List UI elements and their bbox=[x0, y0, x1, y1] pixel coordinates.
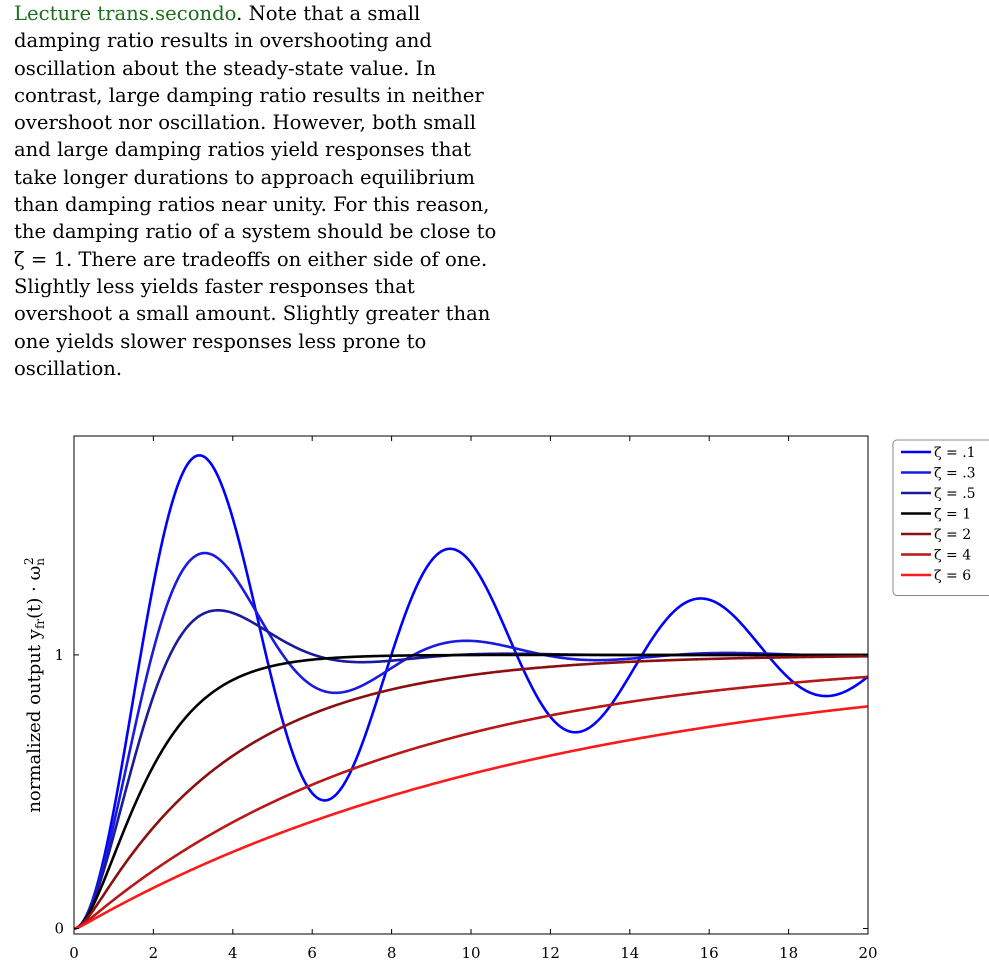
paragraph-line: take longer durations to approach equili… bbox=[14, 165, 475, 189]
series-line bbox=[74, 705, 868, 930]
legend-label: ζ = .5 bbox=[934, 486, 976, 502]
paragraph-line: than damping ratios near unity. For this… bbox=[14, 193, 490, 217]
axes: 0 2 4 6 8 10 12 14 16 18 20 0 1 normalized output yfr… bbox=[22, 435, 878, 962]
lecture-link[interactable]: Lecture trans.secondo bbox=[14, 2, 237, 25]
x-tick-label: 10 bbox=[461, 944, 480, 962]
legend-label: ζ = 4 bbox=[934, 548, 971, 564]
x-tick-label: 14 bbox=[620, 944, 639, 962]
paragraph-line: the damping ratio of a system should be … bbox=[14, 220, 497, 244]
y-tick-label: 0 bbox=[54, 920, 64, 938]
x-tick-label: 2 bbox=[149, 944, 159, 962]
legend-label: ζ = .1 bbox=[934, 445, 976, 461]
legend: ζ = .1 ζ = .3 ζ = .5 ζ = 1 ζ = 2 ζ = 4 ζ = 6 bbox=[892, 439, 989, 596]
paragraph-line: damping ratio results in overshooting an… bbox=[14, 29, 432, 53]
paragraph-line: oscillation. bbox=[14, 356, 123, 380]
legend-label: ζ = 1 bbox=[934, 507, 971, 523]
series-line bbox=[74, 654, 868, 930]
series-line bbox=[74, 675, 868, 930]
plot-area bbox=[74, 454, 868, 930]
legend-label: ζ = .3 bbox=[934, 466, 976, 482]
paragraph-line: Slightly less yields faster responses th… bbox=[14, 274, 415, 298]
x-tick-label: 8 bbox=[387, 944, 397, 962]
paragraph-line: overshoot nor oscillation. However, both… bbox=[14, 111, 477, 135]
plot-frame bbox=[73, 435, 869, 935]
x-tick-label: 12 bbox=[541, 944, 560, 962]
paragraph-line: Lecture trans.secondo. Note that a small bbox=[14, 2, 421, 25]
body-paragraph: Lecture trans.secondo. Note that a small… bbox=[14, 0, 497, 382]
paragraph-line: oscillation about the steady-state value… bbox=[14, 56, 436, 80]
x-tick-label: 4 bbox=[228, 944, 238, 962]
x-tick-label: 0 bbox=[69, 944, 79, 962]
paragraph-line: ζ = 1. There are tradeoffs on either sid… bbox=[14, 247, 488, 271]
legend-box bbox=[892, 439, 989, 596]
y-tick-label: 1 bbox=[54, 646, 64, 664]
x-tick-label: 16 bbox=[700, 944, 719, 962]
paragraph-line: overshoot a small amount. Slightly great… bbox=[14, 302, 491, 326]
legend-label: ζ = 6 bbox=[934, 568, 971, 584]
paragraph-line: contrast, large damping ratio results in… bbox=[14, 83, 484, 107]
paragraph-line: and large damping ratios yield responses… bbox=[14, 138, 471, 162]
series-line bbox=[74, 454, 868, 930]
legend-label: ζ = 2 bbox=[934, 527, 971, 543]
series-line bbox=[74, 653, 868, 930]
series-line bbox=[74, 551, 868, 930]
y-axis-label: normalized output yfr(t) · ωn2 bbox=[22, 557, 47, 812]
x-tick-label: 18 bbox=[779, 944, 798, 962]
x-tick-label: 6 bbox=[307, 944, 317, 962]
paragraph-line: one yields slower responses less prone t… bbox=[14, 329, 427, 353]
x-tick-label: 20 bbox=[858, 944, 877, 962]
